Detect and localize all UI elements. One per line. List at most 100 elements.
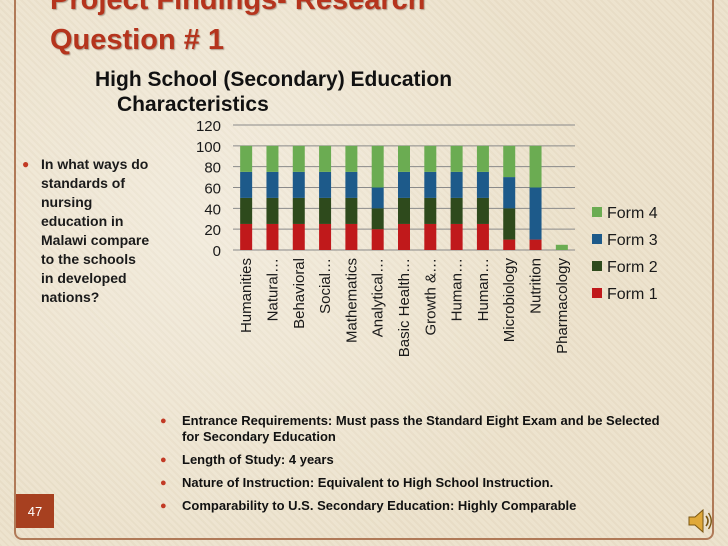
legend-swatch — [592, 234, 602, 244]
bar-segment-form-4 — [555, 244, 568, 250]
bar-segment-form-2 — [240, 197, 253, 224]
bullet-icon: ● — [160, 477, 167, 489]
bar-segment-form-4 — [503, 145, 516, 178]
legend-label: Form 3 — [607, 232, 658, 249]
x-tick-label: Analytical… — [370, 258, 387, 337]
bar-segment-form-4 — [450, 145, 463, 172]
legend-label: Form 2 — [607, 259, 658, 276]
x-tick-label: Nutrition — [528, 258, 545, 314]
chart-bars — [240, 145, 568, 250]
y-tick-label: 60 — [204, 181, 221, 198]
bar-segment-form-2 — [424, 197, 437, 224]
bar-segment-form-1 — [266, 223, 279, 250]
bar-segment-form-1 — [503, 239, 516, 250]
notes-list: ● Entrance Requirements: Must pass the St… — [158, 413, 678, 521]
bar-segment-form-3 — [319, 171, 332, 198]
y-tick-label: 100 — [196, 139, 221, 156]
y-tick-label: 80 — [204, 160, 221, 177]
bar-segment-form-4 — [319, 145, 332, 172]
bar-segment-form-4 — [266, 145, 279, 172]
bar-segment-form-4 — [292, 145, 305, 172]
bar-segment-form-3 — [450, 171, 463, 198]
legend-swatch — [592, 207, 602, 217]
bar-segment-form-1 — [319, 223, 332, 250]
note-item: ● Entrance Requirements: Must pass the St… — [160, 413, 660, 444]
bar-segment-form-3 — [240, 171, 253, 198]
bar-segment-form-1 — [292, 223, 305, 250]
bar-segment-form-2 — [266, 197, 279, 224]
legend-label: Form 1 — [607, 286, 658, 303]
bullet-icon: ● — [160, 500, 167, 512]
bar-segment-form-2 — [503, 208, 516, 240]
bullet-icon: ● — [160, 454, 167, 466]
x-tick-label: Mathematics — [343, 258, 360, 343]
bar-segment-form-4 — [240, 145, 253, 172]
subtitle-line-1: High School (Secondary) Education — [95, 68, 453, 91]
speaker-icon[interactable] — [686, 506, 714, 536]
x-tick-label: Growth &… — [422, 258, 439, 336]
y-axis-ticks: 0 20 40 60 80 100 120 — [196, 118, 221, 260]
slide-title-line-2: Question # 1 — [50, 24, 225, 56]
chart-subtitle: High School (Secondary) Education Charac… — [95, 67, 525, 117]
note-item: ● Length of Study: 4 years — [160, 452, 334, 467]
bar-segment-form-3 — [398, 171, 410, 198]
bar-segment-form-4 — [424, 145, 437, 172]
bar-segment-form-1 — [450, 223, 463, 250]
bar-segment-form-3 — [371, 187, 384, 209]
bar-segment-form-3 — [266, 171, 279, 198]
x-tick-label: Behavioral — [291, 258, 308, 329]
y-tick-label: 20 — [204, 222, 221, 239]
bar-segment-form-1 — [398, 223, 410, 250]
chart-legend: Form 4 Form 3 Form 2 Form 1 — [592, 205, 658, 303]
x-tick-label: Humanities — [238, 258, 255, 333]
bar-segment-form-4 — [529, 145, 542, 188]
question-text: In what ways do standards of nursing edu… — [41, 156, 150, 305]
note-item: ● Nature of Instruction: Equivalent to Hi… — [160, 475, 554, 490]
bar-segment-form-1 — [424, 223, 437, 250]
bar-segment-form-1 — [529, 239, 542, 250]
legend-label: Form 4 — [607, 205, 658, 222]
bar-segment-form-1 — [371, 229, 384, 250]
bar-segment-form-2 — [319, 197, 332, 224]
legend-swatch — [592, 261, 602, 271]
bar-segment-form-4 — [398, 145, 410, 172]
x-tick-label: Human… — [475, 258, 492, 321]
bar-segment-form-4 — [476, 145, 489, 172]
legend-swatch — [592, 288, 602, 298]
bullet-icon: ● — [22, 157, 30, 171]
bar-segment-form-2 — [371, 208, 384, 230]
x-tick-label: Microbiology — [501, 258, 518, 343]
bar-segment-form-3 — [424, 171, 437, 198]
bar-segment-form-4 — [371, 145, 384, 188]
x-tick-label: Basic Health… — [396, 258, 413, 357]
bar-segment-form-3 — [345, 171, 358, 198]
bar-segment-form-3 — [292, 171, 305, 198]
x-tick-label: Human… — [449, 258, 466, 321]
bar-segment-form-1 — [345, 223, 358, 250]
bar-segment-form-2 — [398, 197, 410, 224]
y-tick-label: 40 — [204, 201, 221, 218]
bar-segment-form-2 — [292, 197, 305, 224]
x-tick-label: Social… — [317, 258, 334, 314]
bar-segment-form-2 — [476, 197, 489, 224]
page-number: 47 — [16, 494, 54, 528]
bar-segment-form-2 — [345, 197, 358, 224]
bar-segment-form-2 — [450, 197, 463, 224]
slide-frame — [14, 0, 714, 540]
bar-segment-form-3 — [503, 177, 516, 209]
research-question: ● In what ways do standards of nursing e… — [22, 155, 150, 307]
bar-segment-form-1 — [240, 223, 253, 250]
bullet-icon: ● — [160, 415, 167, 427]
bar-segment-form-3 — [529, 187, 542, 240]
bar-segment-form-1 — [476, 223, 489, 250]
x-tick-label: Pharmacology — [554, 258, 571, 354]
x-tick-label: Natural… — [264, 258, 281, 321]
bar-segment-form-4 — [345, 145, 358, 172]
bar-segment-form-3 — [476, 171, 489, 198]
y-tick-label: 0 — [213, 243, 221, 260]
x-axis-labels: Humanities Natural… Behavioral Social… Mathe… — [238, 258, 571, 358]
slide-title-line-1: Project Findings- Research — [50, 0, 426, 16]
subtitle-line-2: Characteristics — [117, 93, 269, 116]
y-tick-label: 120 — [196, 118, 221, 135]
